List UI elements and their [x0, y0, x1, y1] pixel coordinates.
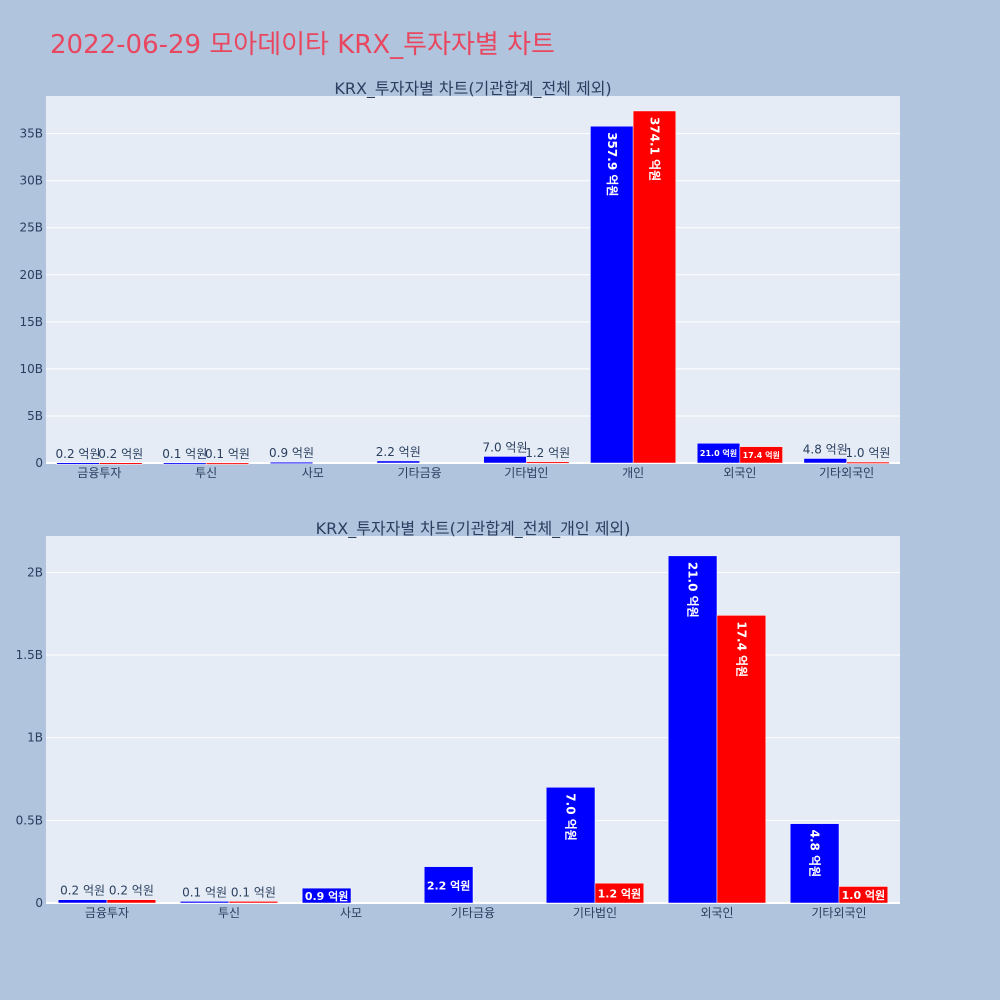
bar: [667, 555, 718, 904]
plot-area: [46, 96, 900, 463]
bar: [526, 461, 570, 464]
x-tick-label: 기타금융: [451, 906, 495, 920]
data-label: 7.0 억원: [483, 440, 528, 454]
y-tick-label: 0: [35, 896, 43, 910]
data-label: 0.2 억원: [56, 447, 101, 461]
y-tick-label: 0: [35, 456, 43, 470]
y-tick-label: 2B: [27, 565, 43, 579]
data-label: 7.0 억원: [564, 793, 578, 841]
data-label: 2.2 억원: [376, 445, 421, 459]
data-label: 0.2 억원: [98, 447, 143, 461]
y-tick-label: 5B: [27, 409, 43, 423]
bar: [179, 901, 230, 904]
bar: [106, 899, 157, 904]
y-tick-label: 30B: [19, 174, 43, 188]
data-label: 0.2 억원: [60, 884, 105, 898]
bar: [99, 462, 143, 465]
x-tick-label: 사모: [340, 906, 362, 920]
y-tick-label: 15B: [19, 315, 43, 329]
page-title: 2022-06-29 모아데이타 KRX_투자자별 차트: [50, 30, 555, 60]
data-label: 21.0 억원: [700, 448, 737, 458]
bar: [716, 615, 767, 904]
x-tick-label: 금융투자: [85, 906, 129, 920]
data-label: 0.1 억원: [162, 447, 207, 461]
x-tick-label: 사모: [302, 466, 324, 480]
y-tick-label: 1.5B: [16, 648, 43, 662]
x-tick-label: 금융투자: [77, 466, 121, 480]
x-tick-label: 개인: [622, 466, 644, 480]
bar: [739, 446, 783, 464]
data-label: 0.1 억원: [182, 885, 227, 899]
data-label: 4.8 억원: [803, 442, 848, 456]
y-tick-label: 25B: [19, 221, 43, 235]
x-tick-label: 기타외국인: [811, 906, 866, 920]
y-tick-label: 1B: [27, 731, 43, 745]
bar: [57, 899, 108, 904]
x-tick-label: 외국인: [700, 906, 733, 920]
bar: [301, 887, 352, 904]
data-label: 374.1 억원: [647, 117, 661, 181]
bar: [590, 125, 634, 464]
chart-2: 0 0.5B 1B 1.5B 2B KRX_투자자별 차트(기관합계_전체_개인 제외) 금…: [16, 519, 900, 920]
bar: [594, 882, 645, 904]
bar: [838, 886, 889, 904]
chart-title: KRX_투자자별 차트(기관합계_전체 제외): [334, 79, 611, 99]
bar: [483, 456, 527, 464]
x-tick-label: 기타법인: [504, 466, 548, 480]
bar: [423, 866, 474, 904]
y-tick-label: 10B: [19, 362, 43, 376]
data-label: 1.2 억원: [525, 446, 570, 460]
plot-area: [46, 536, 900, 903]
chart-title: KRX_투자자별 차트(기관합계_전체_개인 제외): [316, 519, 631, 539]
data-label: 0.2 억원: [109, 884, 154, 898]
bar: [846, 461, 890, 464]
y-tick-label: 20B: [19, 268, 43, 282]
bar: [56, 462, 100, 465]
x-tick-label: 기타법인: [573, 906, 617, 920]
bar: [803, 458, 847, 464]
data-label: 0.9 억원: [269, 446, 314, 460]
x-tick-label: 기타금융: [398, 466, 442, 480]
y-tick-label: 35B: [19, 127, 43, 141]
data-label: 1.0 억원: [842, 888, 886, 902]
data-label: 2.2 억원: [427, 878, 471, 892]
data-label: 21.0 억원: [686, 562, 700, 618]
data-label: 17.4 억원: [743, 450, 780, 460]
bar: [163, 462, 207, 465]
bar: [269, 461, 314, 464]
bar: [632, 110, 677, 464]
x-tick-label: 기타외국인: [819, 466, 874, 480]
data-label: 1.0 억원: [845, 446, 890, 460]
bar: [228, 901, 279, 904]
x-tick-label: 투신: [195, 466, 217, 480]
data-label: 0.9 억원: [305, 889, 349, 903]
chart-1: 0 5B 10B 15B 20B 25B 30B 35B KRX_투자자별 차트(기관합계_전체…: [19, 79, 900, 480]
data-label: 0.1 억원: [205, 447, 250, 461]
y-tick-label: 0.5B: [16, 813, 43, 827]
bar: [545, 787, 596, 904]
x-tick-label: 외국인: [723, 466, 756, 480]
bar: [376, 460, 420, 464]
x-tick-label: 투신: [218, 906, 240, 920]
bar: [205, 462, 250, 465]
data-label: 4.8 억원: [808, 830, 822, 878]
data-label: 17.4 억원: [734, 621, 748, 677]
data-label: 1.2 억원: [598, 887, 642, 901]
data-label: 0.1 억원: [231, 885, 276, 899]
data-label: 357.9 억원: [605, 132, 619, 196]
bar: [789, 823, 840, 904]
